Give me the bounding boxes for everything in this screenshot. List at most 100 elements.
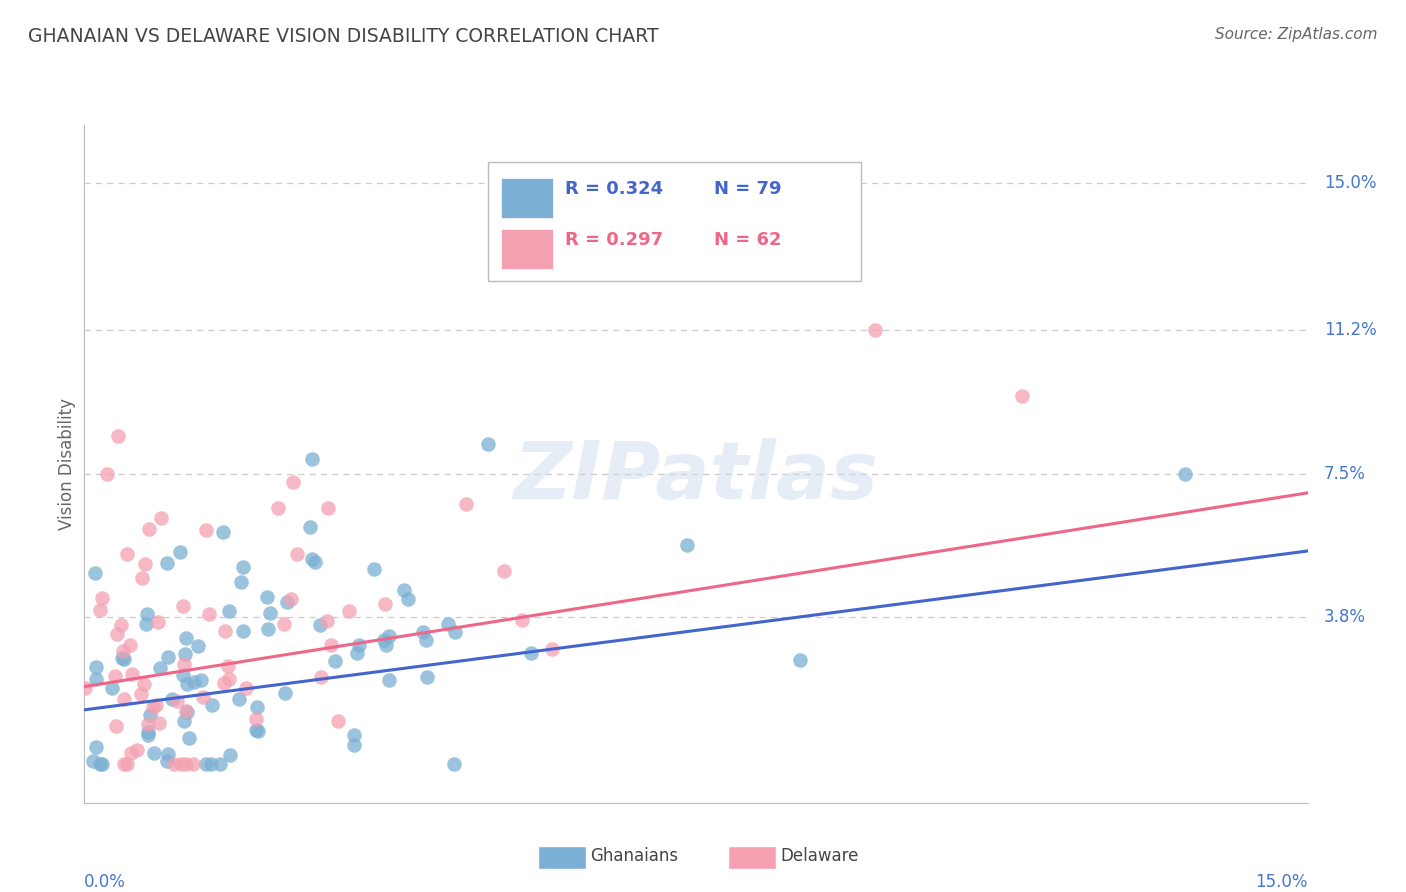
Point — [246, 723, 269, 738]
Text: 7.5%: 7.5% — [1324, 465, 1365, 483]
FancyBboxPatch shape — [502, 178, 553, 218]
Point — [328, 714, 350, 728]
Point — [280, 592, 302, 607]
Point — [134, 557, 156, 571]
FancyBboxPatch shape — [502, 228, 553, 268]
Point — [374, 597, 396, 611]
Point — [183, 675, 205, 690]
Point — [194, 757, 217, 772]
Point — [173, 657, 195, 672]
Point — [142, 746, 165, 760]
Point — [373, 632, 395, 647]
Point — [176, 705, 198, 719]
Point — [173, 648, 195, 662]
Point — [129, 687, 152, 701]
Point — [179, 731, 201, 746]
Point — [198, 607, 221, 621]
Point — [209, 757, 232, 772]
Point — [510, 613, 533, 627]
Point — [138, 522, 160, 536]
Point — [172, 668, 194, 682]
Point — [276, 594, 298, 608]
Point — [135, 607, 157, 621]
Point — [145, 698, 167, 713]
Point — [105, 627, 128, 641]
Point — [132, 677, 155, 691]
Point — [148, 661, 170, 675]
Point — [170, 757, 193, 772]
Point — [148, 615, 170, 629]
Text: 15.0%: 15.0% — [1324, 174, 1376, 192]
Point — [218, 672, 240, 686]
Point — [315, 614, 337, 628]
Point — [84, 660, 107, 674]
Point — [100, 681, 122, 695]
Text: Delaware: Delaware — [780, 847, 859, 865]
Point — [285, 547, 308, 561]
Point — [218, 603, 240, 617]
Point — [337, 604, 360, 618]
Point — [162, 757, 184, 772]
Point — [148, 715, 170, 730]
Point — [200, 757, 222, 772]
Point — [301, 551, 323, 566]
Point — [301, 451, 323, 466]
Point — [142, 700, 165, 714]
Point — [150, 511, 173, 525]
Point — [115, 547, 138, 561]
Point — [166, 694, 188, 708]
Point — [1174, 467, 1197, 481]
Text: Source: ZipAtlas.com: Source: ZipAtlas.com — [1215, 27, 1378, 42]
Point — [274, 685, 297, 699]
Text: 3.8%: 3.8% — [1324, 607, 1365, 626]
Point — [172, 599, 194, 613]
Point — [412, 625, 434, 640]
Point — [115, 757, 138, 772]
Point — [82, 754, 104, 768]
Point — [259, 606, 281, 620]
Point — [492, 564, 515, 578]
Point — [214, 624, 236, 639]
Point — [347, 638, 370, 652]
Point — [235, 681, 257, 696]
Point — [118, 638, 141, 652]
Point — [138, 707, 160, 722]
Text: ZIPatlas: ZIPatlas — [513, 438, 879, 516]
Point — [187, 639, 209, 653]
Point — [1011, 389, 1033, 403]
Point — [89, 602, 111, 616]
Text: R = 0.297: R = 0.297 — [565, 231, 664, 249]
Point — [193, 690, 215, 704]
Point — [136, 725, 159, 739]
FancyBboxPatch shape — [488, 162, 860, 281]
Point — [304, 556, 326, 570]
Point — [363, 562, 385, 576]
Point — [173, 714, 195, 728]
Text: 0.0%: 0.0% — [84, 872, 127, 890]
Point — [112, 757, 135, 772]
Point — [169, 545, 191, 559]
Text: N = 62: N = 62 — [714, 231, 782, 249]
Point — [84, 739, 107, 754]
Point — [308, 618, 330, 632]
Point — [232, 624, 254, 639]
Point — [865, 323, 887, 337]
Point — [378, 673, 401, 687]
Point — [105, 718, 128, 732]
Point — [437, 616, 460, 631]
Point — [267, 500, 290, 515]
Point — [415, 670, 437, 684]
Point — [789, 653, 811, 667]
Point — [89, 757, 111, 772]
Point — [245, 712, 267, 726]
Point — [136, 728, 159, 742]
Point — [160, 692, 183, 706]
Text: Ghanaians: Ghanaians — [591, 847, 679, 865]
Point — [112, 691, 135, 706]
Text: R = 0.324: R = 0.324 — [565, 179, 664, 198]
Point — [157, 747, 180, 761]
Point — [246, 700, 269, 714]
Point — [298, 519, 321, 533]
Point — [375, 638, 398, 652]
Point — [157, 649, 180, 664]
